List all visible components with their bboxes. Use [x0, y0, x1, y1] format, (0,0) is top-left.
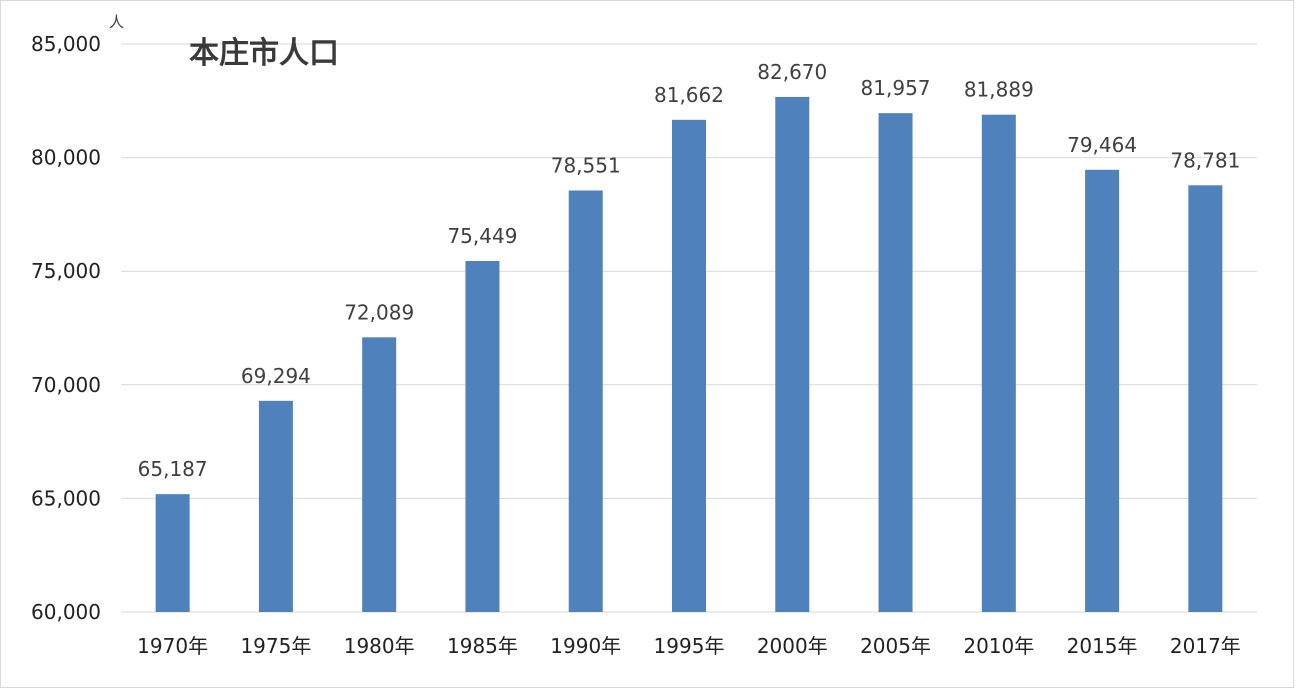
- bar: [362, 337, 397, 612]
- data-label: 78,551: [551, 154, 621, 178]
- data-label: 78,781: [1170, 148, 1240, 172]
- y-tick-label: 85,000: [31, 32, 101, 56]
- data-label: 81,662: [654, 83, 724, 107]
- x-tick-label: 1990年: [550, 634, 621, 658]
- x-axis-ticks: 1970年 1975年 1980年 1985年 1990年 1995年 2000年 2005年…: [137, 634, 1241, 658]
- x-tick-label: 1975年: [240, 634, 311, 658]
- bar: [155, 494, 190, 612]
- y-tick-label: 70,000: [31, 373, 101, 397]
- y-tick-label: 60,000: [31, 600, 101, 624]
- data-label: 82,670: [757, 60, 827, 84]
- data-labels: 65,187 69,294 72,089 75,449 78,551 81,662 82,6…: [138, 60, 1241, 481]
- data-label: 79,464: [1067, 133, 1137, 157]
- bar: [775, 96, 810, 612]
- y-tick-label: 75,000: [31, 259, 101, 283]
- bar: [258, 400, 293, 612]
- data-label: 75,449: [447, 224, 517, 248]
- x-tick-label: 1970年: [137, 634, 208, 658]
- bar: [672, 119, 706, 613]
- y-axis-unit-label: 人: [109, 13, 124, 31]
- bar: [878, 113, 913, 612]
- y-axis-ticks: 60,000 65,000 70,000 75,000 80,000 85,000: [31, 32, 101, 624]
- x-tick-label: 2015年: [1067, 634, 1138, 658]
- y-tick-label: 65,000: [31, 486, 101, 510]
- data-label: 72,089: [344, 300, 414, 324]
- data-label: 69,294: [241, 364, 311, 388]
- data-label: 81,957: [861, 76, 931, 100]
- bars: [155, 96, 1223, 613]
- bar: [981, 114, 1016, 613]
- x-tick-label: 2010年: [963, 634, 1034, 658]
- x-tick-label: 2000年: [757, 634, 828, 658]
- bar: [1085, 169, 1120, 612]
- data-label: 81,889: [964, 78, 1034, 102]
- x-tick-label: 2005年: [860, 634, 931, 658]
- x-tick-label: 1985年: [447, 634, 518, 658]
- bar: [568, 190, 603, 612]
- bar: [1188, 185, 1223, 612]
- data-label: 65,187: [138, 457, 208, 481]
- x-tick-label: 2017年: [1170, 634, 1241, 658]
- x-tick-label: 1980年: [344, 634, 415, 658]
- bar: [465, 260, 500, 612]
- y-tick-label: 80,000: [31, 146, 101, 170]
- chart-title: 本庄市人口: [189, 36, 339, 71]
- x-tick-label: 1995年: [654, 634, 725, 658]
